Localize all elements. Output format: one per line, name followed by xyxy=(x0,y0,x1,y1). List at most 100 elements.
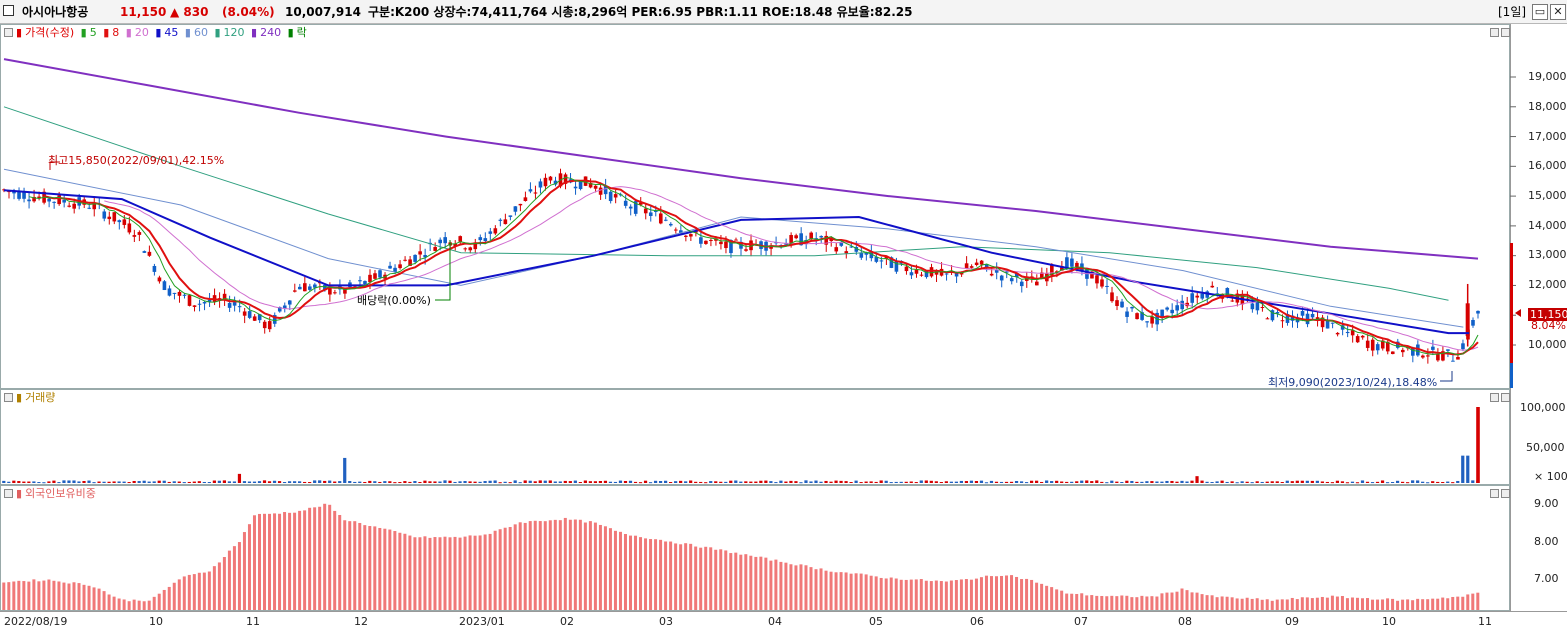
foreign-ratio-bar xyxy=(313,507,317,610)
candle-body xyxy=(398,264,402,269)
foreign-ratio-bar xyxy=(984,575,988,610)
foreign-ratio-bar xyxy=(1120,595,1124,610)
foreign-ratio-bar xyxy=(954,580,958,610)
foreign-ratio-bar xyxy=(1411,600,1415,610)
foreign-ratio-bar xyxy=(498,529,502,610)
legend-ma20: 20 xyxy=(134,26,149,39)
price-axis-bar xyxy=(1510,243,1513,388)
foreign-ratio-bar xyxy=(353,521,357,610)
panel-menu-icon[interactable] xyxy=(4,489,13,498)
foreign-ratio-bar xyxy=(1205,595,1209,610)
price-y-axis xyxy=(1510,24,1567,389)
foreign-ratio-bar xyxy=(1050,587,1054,610)
close-window-button[interactable]: ✕ xyxy=(1550,4,1566,20)
volume-bar xyxy=(699,481,703,483)
candle-body xyxy=(358,280,362,282)
foreign-ratio-bar xyxy=(588,521,592,610)
select-checkbox[interactable] xyxy=(3,5,14,16)
volume-bar xyxy=(994,481,999,483)
panel-close-icon[interactable] xyxy=(1501,393,1510,402)
foreign-ratio-bar xyxy=(558,520,562,610)
volume-panel[interactable] xyxy=(0,389,1510,485)
foreign-ratio-bar xyxy=(288,512,292,610)
panel-maximize-icon[interactable] xyxy=(1490,28,1499,37)
foreign-ratio-bar xyxy=(493,530,497,610)
foreign-ratio-bar xyxy=(227,550,231,610)
foreign-ratio-bar xyxy=(1155,596,1159,610)
foreign-ratio-bar xyxy=(398,532,402,610)
foreign-ratio-bar xyxy=(242,532,246,610)
candle-body xyxy=(1100,279,1104,287)
panel-menu-icon[interactable] xyxy=(4,393,13,402)
period-low-label: 최저9,090(2023/10/24),18.48% xyxy=(1268,376,1438,389)
candle-body xyxy=(1385,341,1390,352)
price-panel[interactable] xyxy=(0,24,1510,389)
volume-bar xyxy=(658,481,663,483)
foreign-ratio-bar xyxy=(1215,597,1219,610)
volume-bar xyxy=(448,480,452,483)
volume-bar xyxy=(423,480,427,483)
foreign-ratio-bar xyxy=(739,554,743,610)
foreign-ratio-bar xyxy=(1466,594,1470,610)
foreign-ratio-bar xyxy=(82,584,86,610)
volume-bar xyxy=(794,481,798,483)
period-selector[interactable]: [1일] xyxy=(1498,5,1527,19)
volume-bar xyxy=(1300,480,1304,483)
ma5-line xyxy=(28,176,1479,356)
volume-bar xyxy=(869,481,873,483)
candle-body xyxy=(593,185,598,189)
candle-body xyxy=(222,293,227,300)
foreign-ratio-bar xyxy=(1095,595,1099,610)
panel-menu-icon[interactable] xyxy=(4,28,13,37)
volume-bar xyxy=(769,481,773,483)
foreign-ratio-bar xyxy=(37,581,41,610)
candle-body xyxy=(628,206,633,209)
volume-bar xyxy=(899,481,903,483)
foreign-ratio-bar xyxy=(1105,596,1109,610)
volume-bar xyxy=(298,481,302,483)
price-tick: 19,000 xyxy=(1528,70,1567,83)
foreign-ratio-bar xyxy=(769,560,773,610)
candle-body xyxy=(112,212,117,222)
volume-bar xyxy=(784,481,788,483)
candle-body xyxy=(12,190,16,194)
candle-body xyxy=(1270,310,1275,321)
volume-bar xyxy=(1456,480,1460,483)
candle-body xyxy=(413,254,417,262)
candle-body xyxy=(674,229,678,231)
foreign-ratio-bar xyxy=(323,503,327,610)
candle-body xyxy=(1345,331,1350,334)
volume-bar xyxy=(333,481,337,483)
foreign-ratio-bar xyxy=(478,535,482,610)
panel-close-icon[interactable] xyxy=(1501,489,1510,498)
foreign-ratio-bar xyxy=(894,578,898,610)
foreign-ratio-bar xyxy=(1360,598,1364,610)
volume-bar xyxy=(1400,481,1405,483)
foreign-ratio-bar xyxy=(413,537,417,610)
restore-window-button[interactable]: ▭ xyxy=(1532,4,1548,20)
candle-body xyxy=(839,241,844,246)
candle-body xyxy=(182,294,187,296)
x-tick: 12 xyxy=(354,615,368,628)
legend-ma240: 240 xyxy=(260,26,282,39)
volume-bar xyxy=(1065,481,1069,483)
x-tick: 2023/01 xyxy=(459,615,505,628)
foreign-ratio-bar xyxy=(508,526,512,610)
candle-body xyxy=(27,199,31,202)
panel-close-icon[interactable] xyxy=(1501,28,1510,37)
panel-maximize-icon[interactable] xyxy=(1490,489,1499,498)
candle-body xyxy=(719,241,723,245)
foreign-ratio-bar xyxy=(7,582,11,610)
volume-bar xyxy=(1045,480,1049,483)
volume-bar xyxy=(403,481,407,483)
candle-body xyxy=(1305,313,1310,325)
volume-bar xyxy=(1270,481,1274,483)
volume-bar xyxy=(689,480,693,483)
panel-maximize-icon[interactable] xyxy=(1490,393,1499,402)
volume-bar xyxy=(428,481,432,483)
foreign-ratio-bar xyxy=(729,553,733,610)
candle-body xyxy=(894,261,899,272)
foreign-ratio-bar xyxy=(358,522,362,610)
candle-body xyxy=(1365,340,1370,348)
volume-bar xyxy=(1390,481,1395,483)
